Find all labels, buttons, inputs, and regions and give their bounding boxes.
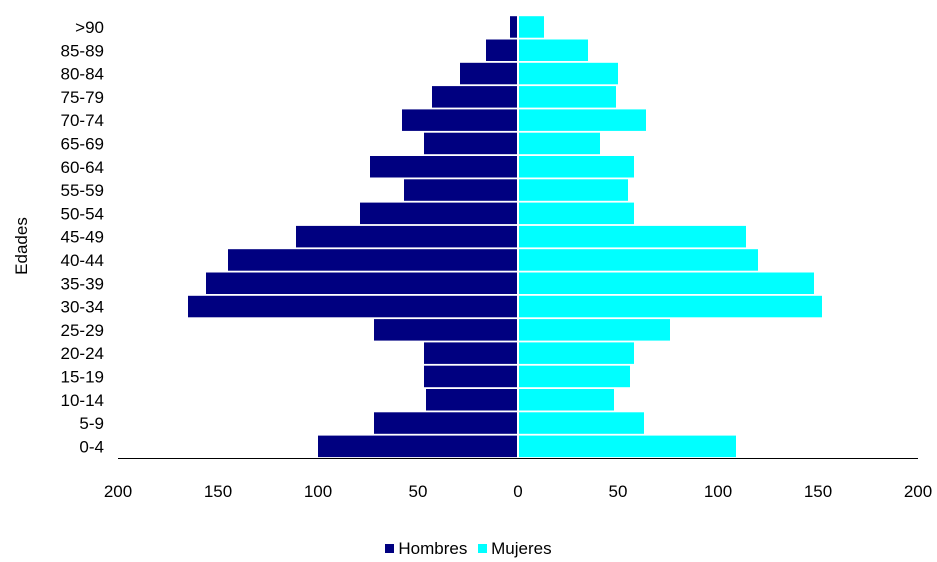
x-axis-tick-labels: 200 150 100 50 0 50 100 150 200 bbox=[104, 482, 932, 501]
bar-hombres-40-44 bbox=[228, 249, 518, 271]
bar-hombres->90 bbox=[510, 16, 518, 38]
y-tick-label: 70-74 bbox=[61, 111, 104, 130]
y-tick-label: 15-19 bbox=[61, 367, 104, 386]
bar-mujeres-35-39 bbox=[518, 272, 814, 294]
bar-mujeres-80-84 bbox=[518, 62, 618, 85]
age-category-labels: 0-4 5-9 10-14 15-19 20-24 25-29 30-34 35-39 40-4… bbox=[61, 18, 104, 456]
y-axis-label: Edades bbox=[12, 217, 31, 275]
bar-mujeres-65-69 bbox=[518, 132, 600, 155]
x-tick-label: 200 bbox=[904, 482, 932, 501]
legend: Hombres Mujeres bbox=[0, 538, 937, 559]
bar-mujeres-45-49 bbox=[518, 225, 746, 248]
y-tick-label: 5-9 bbox=[79, 414, 104, 433]
bar-mujeres-10-14 bbox=[518, 389, 614, 411]
y-tick-label: 50-54 bbox=[61, 204, 104, 223]
bar-hombres-45-49 bbox=[296, 225, 518, 248]
x-tick-label: 100 bbox=[304, 482, 332, 501]
bar-hombres-50-54 bbox=[360, 202, 518, 225]
bar-hombres-70-74 bbox=[402, 109, 518, 131]
bar-mujeres-15-19 bbox=[518, 365, 630, 388]
bar-mujeres->90 bbox=[518, 16, 544, 38]
legend-label-mujeres: Mujeres bbox=[491, 538, 552, 558]
y-tick-label: 10-14 bbox=[61, 391, 104, 410]
bar-mujeres-60-64 bbox=[518, 156, 634, 178]
legend-item-hombres: Hombres bbox=[385, 539, 467, 559]
y-tick-label: 20-24 bbox=[61, 344, 104, 363]
bar-mujeres-0-4 bbox=[518, 435, 736, 458]
bar-mujeres-85-89 bbox=[518, 39, 588, 61]
y-tick-label: 60-64 bbox=[61, 158, 104, 177]
bars-group bbox=[188, 16, 822, 458]
x-tick-label: 150 bbox=[804, 482, 832, 501]
bar-mujeres-70-74 bbox=[518, 109, 646, 131]
y-tick-label: 65-69 bbox=[61, 134, 104, 153]
bar-mujeres-50-54 bbox=[518, 202, 634, 225]
y-tick-label: 45-49 bbox=[61, 228, 104, 247]
bar-mujeres-55-59 bbox=[518, 179, 628, 201]
bar-hombres-15-19 bbox=[424, 365, 518, 388]
legend-swatch-hombres bbox=[385, 544, 395, 553]
y-tick-label: 55-59 bbox=[61, 181, 104, 200]
bar-mujeres-20-24 bbox=[518, 342, 634, 364]
bar-mujeres-25-29 bbox=[518, 319, 670, 341]
x-tick-label: 100 bbox=[704, 482, 732, 501]
y-tick-label: 85-89 bbox=[61, 41, 104, 60]
bar-hombres-65-69 bbox=[424, 132, 518, 155]
bar-hombres-25-29 bbox=[374, 319, 518, 341]
bar-hombres-30-34 bbox=[188, 295, 518, 318]
y-tick-label: 30-34 bbox=[61, 298, 104, 317]
bar-hombres-80-84 bbox=[460, 62, 518, 85]
bar-hombres-35-39 bbox=[206, 272, 518, 294]
y-tick-label: >90 bbox=[75, 18, 104, 37]
bar-mujeres-75-79 bbox=[518, 86, 616, 108]
x-tick-label: 50 bbox=[609, 482, 628, 501]
bar-hombres-85-89 bbox=[486, 39, 518, 61]
bar-hombres-75-79 bbox=[432, 86, 518, 108]
bar-hombres-0-4 bbox=[318, 435, 518, 458]
legend-item-mujeres: Mujeres bbox=[478, 538, 552, 559]
bar-hombres-5-9 bbox=[374, 412, 518, 434]
bar-hombres-20-24 bbox=[424, 342, 518, 364]
x-tick-label: 0 bbox=[513, 482, 522, 501]
bar-mujeres-40-44 bbox=[518, 249, 758, 271]
y-tick-label: 35-39 bbox=[61, 274, 104, 293]
x-tick-label: 200 bbox=[104, 482, 132, 501]
bar-hombres-60-64 bbox=[370, 156, 518, 178]
y-tick-label: 40-44 bbox=[61, 251, 104, 270]
legend-label-hombres: Hombres bbox=[398, 538, 468, 558]
bar-hombres-55-59 bbox=[404, 179, 518, 201]
y-tick-label: 25-29 bbox=[61, 321, 104, 340]
x-tick-label: 50 bbox=[409, 482, 428, 501]
y-tick-label: 0-4 bbox=[79, 437, 104, 456]
x-tick-label: 150 bbox=[204, 482, 232, 501]
bar-mujeres-5-9 bbox=[518, 412, 644, 434]
y-tick-label: 75-79 bbox=[61, 88, 104, 107]
bar-mujeres-30-34 bbox=[518, 295, 822, 318]
bar-hombres-10-14 bbox=[426, 389, 518, 411]
legend-swatch-mujeres bbox=[478, 544, 488, 553]
y-tick-label: 80-84 bbox=[61, 65, 104, 84]
